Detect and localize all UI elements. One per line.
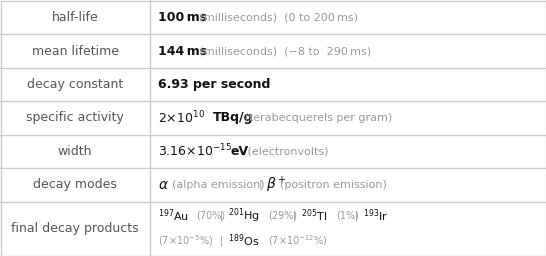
Text: decay modes: decay modes: [33, 178, 117, 191]
Text: half-life: half-life: [52, 11, 98, 24]
Text: $^{197}$Au: $^{197}$Au: [158, 208, 189, 224]
Text: |: |: [293, 211, 296, 221]
Text: $^{205}$Tl: $^{205}$Tl: [301, 208, 327, 224]
Text: $2{\times}10^{10}$: $2{\times}10^{10}$: [158, 110, 205, 126]
Text: (positron emission): (positron emission): [280, 180, 387, 190]
Text: (milliseconds)  (−8 to  290 ms): (milliseconds) (−8 to 290 ms): [196, 46, 371, 56]
Text: final decay products: final decay products: [11, 222, 139, 235]
Text: width: width: [58, 145, 92, 158]
Text: |: |: [355, 211, 358, 221]
Text: (70%): (70%): [196, 211, 225, 221]
Text: eV: eV: [230, 145, 248, 158]
Text: (electronvolts): (electronvolts): [244, 146, 329, 156]
Text: (milliseconds)  (0 to 200 ms): (milliseconds) (0 to 200 ms): [196, 13, 358, 23]
Text: $3.16{\times}10^{-15}$: $3.16{\times}10^{-15}$: [158, 143, 232, 160]
Text: 144 ms: 144 ms: [158, 45, 207, 58]
Text: $\beta^+$: $\beta^+$: [266, 175, 287, 195]
Text: $^{189}$Os: $^{189}$Os: [228, 232, 259, 249]
Text: mean lifetime: mean lifetime: [32, 45, 118, 58]
Text: $^{193}$Ir: $^{193}$Ir: [363, 208, 388, 224]
Text: |: |: [258, 179, 262, 190]
Text: $(7{\times}10^{-5}$%): $(7{\times}10^{-5}$%): [158, 233, 213, 248]
Text: $(7{\times}10^{-12}$%): $(7{\times}10^{-12}$%): [268, 233, 328, 248]
Text: (terabecquerels per gram): (terabecquerels per gram): [241, 113, 393, 123]
Text: decay constant: decay constant: [27, 78, 123, 91]
Text: $\alpha$: $\alpha$: [158, 178, 169, 192]
Text: (1%): (1%): [336, 211, 359, 221]
Text: (alpha emission): (alpha emission): [172, 180, 265, 190]
Text: (29%): (29%): [268, 211, 297, 221]
Text: TBq/g: TBq/g: [213, 111, 254, 124]
Text: 6.93 per second: 6.93 per second: [158, 78, 270, 91]
Text: |: |: [220, 235, 223, 246]
Text: 100 ms: 100 ms: [158, 11, 207, 24]
Text: specific activity: specific activity: [26, 111, 124, 124]
Text: |: |: [220, 211, 223, 221]
Text: $^{201}$Hg: $^{201}$Hg: [228, 207, 260, 225]
